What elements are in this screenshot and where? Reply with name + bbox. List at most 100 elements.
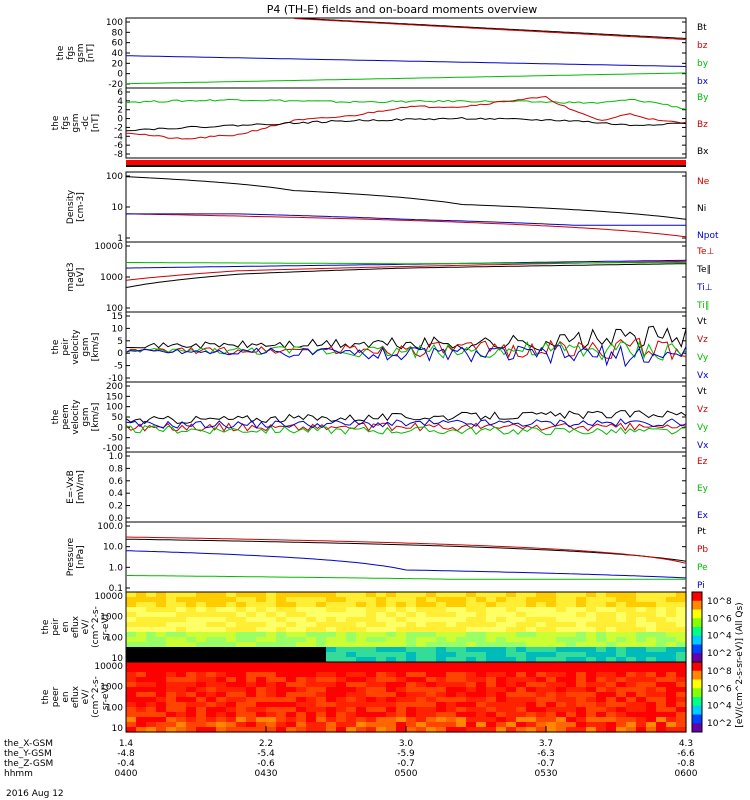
heatmap-cell (256, 642, 267, 648)
heatmap-cell (446, 657, 457, 663)
heatmap-cell (236, 647, 247, 653)
heatmap-cell (556, 682, 567, 688)
heatmap-cell (236, 682, 247, 688)
ylabel-line: the (51, 339, 61, 354)
heatmap-cell (656, 727, 667, 733)
panel-peir_flux: the peir en eflux eV/(cm^2-s-sr-eV)100001000… (41, 591, 732, 664)
heatmap-cell (636, 657, 647, 663)
heatmap-cell (166, 722, 177, 728)
heatmap-cell (506, 682, 517, 688)
heatmap-cell (296, 722, 307, 728)
heatmap-cell (196, 642, 207, 648)
heatmap-cell (206, 687, 217, 693)
heatmap-cell (336, 632, 347, 638)
heatmap-cell (626, 682, 637, 688)
heatmap-cell (556, 697, 567, 703)
heatmap-cell (666, 692, 677, 698)
heatmap-cell (126, 682, 137, 688)
heatmap-cell (446, 682, 457, 688)
heatmap-cell (256, 692, 267, 698)
heatmap-cell (526, 657, 537, 663)
heatmap-cell (606, 632, 617, 638)
heatmap-cell (246, 652, 257, 658)
heatmap-cell (396, 657, 407, 663)
legend-entry: Vy (697, 423, 709, 433)
heatmap-cell (186, 677, 197, 683)
heatmap-cell (606, 592, 617, 598)
heatmap-cell (356, 652, 367, 658)
heatmap-cell (226, 642, 237, 648)
heatmap-cell (486, 642, 497, 648)
heatmap-cell (496, 607, 507, 613)
heatmap-cell (436, 687, 447, 693)
colorbar-tick: 10^2 (707, 719, 732, 729)
heatmap-cell (636, 597, 647, 603)
ytick-label: 1000 (100, 613, 123, 623)
heatmap-cell (476, 627, 487, 633)
heatmap-cell (376, 632, 387, 638)
heatmap-cell (446, 602, 457, 608)
heatmap-cell (636, 622, 647, 628)
heatmap-cell (396, 627, 407, 633)
heatmap-cell (626, 612, 637, 618)
heatmap-cell (156, 637, 167, 643)
heatmap-cell (276, 657, 287, 663)
heatmap-cell (166, 642, 177, 648)
heatmap-cell (386, 682, 397, 688)
series-line-Vy (125, 340, 687, 361)
heatmap-cell (226, 672, 237, 678)
ylabel-line: Density (66, 189, 76, 224)
heatmap-cell (436, 622, 447, 628)
heatmap-cell (376, 687, 387, 693)
heatmap-cell (516, 712, 527, 718)
heatmap-cell (266, 637, 277, 643)
heatmap-cell (616, 722, 627, 728)
heatmap-cell (246, 692, 257, 698)
heatmap-cell (276, 612, 287, 618)
heatmap-cell (606, 727, 617, 733)
heatmap-cell (346, 597, 357, 603)
heatmap-cell (166, 672, 177, 678)
heatmap-cell (596, 722, 607, 728)
heatmap-cell (166, 712, 177, 718)
heatmap-cell (426, 682, 437, 688)
heatmap-cell (256, 687, 267, 693)
colorbar-segment (692, 705, 702, 715)
heatmap-cell (476, 597, 487, 603)
heatmap-cell (616, 717, 627, 723)
heatmap-cell (216, 692, 227, 698)
heatmap-cell (636, 602, 647, 608)
series-line-Bz (125, 95, 687, 140)
heatmap-cell (456, 637, 467, 643)
ytick-label: 0.2 (109, 502, 123, 512)
heatmap-cell (406, 707, 417, 713)
heatmap-cell (266, 712, 277, 718)
heatmap-cell (426, 617, 437, 623)
heatmap-cell (196, 592, 207, 598)
heatmap-cell (206, 707, 217, 713)
heatmap-cell (556, 677, 567, 683)
heatmap-cell (406, 692, 417, 698)
heatmap-cell (666, 647, 677, 653)
heatmap-cell (176, 682, 187, 688)
heatmap-cell (336, 597, 347, 603)
heatmap-cell (656, 642, 667, 648)
heatmap-cell (136, 687, 147, 693)
heatmap-cell (496, 712, 507, 718)
heatmap-cell (246, 597, 257, 603)
heatmap-cell (666, 677, 677, 683)
heatmap-cell (316, 617, 327, 623)
heatmap-cell (556, 717, 567, 723)
heatmap-cell (396, 697, 407, 703)
heatmap-cell (286, 707, 297, 713)
ylabel-line: fgs (66, 46, 76, 60)
heatmap-cell (616, 727, 627, 733)
heatmap-cell (286, 597, 297, 603)
heatmap-cell (136, 607, 147, 613)
ylabel-line: E=-VxB (66, 470, 76, 504)
heatmap-cell (476, 642, 487, 648)
heatmap-cell (546, 652, 557, 658)
heatmap-cell (126, 722, 137, 728)
heatmap-cell (326, 647, 337, 653)
heatmap-cell (156, 702, 167, 708)
